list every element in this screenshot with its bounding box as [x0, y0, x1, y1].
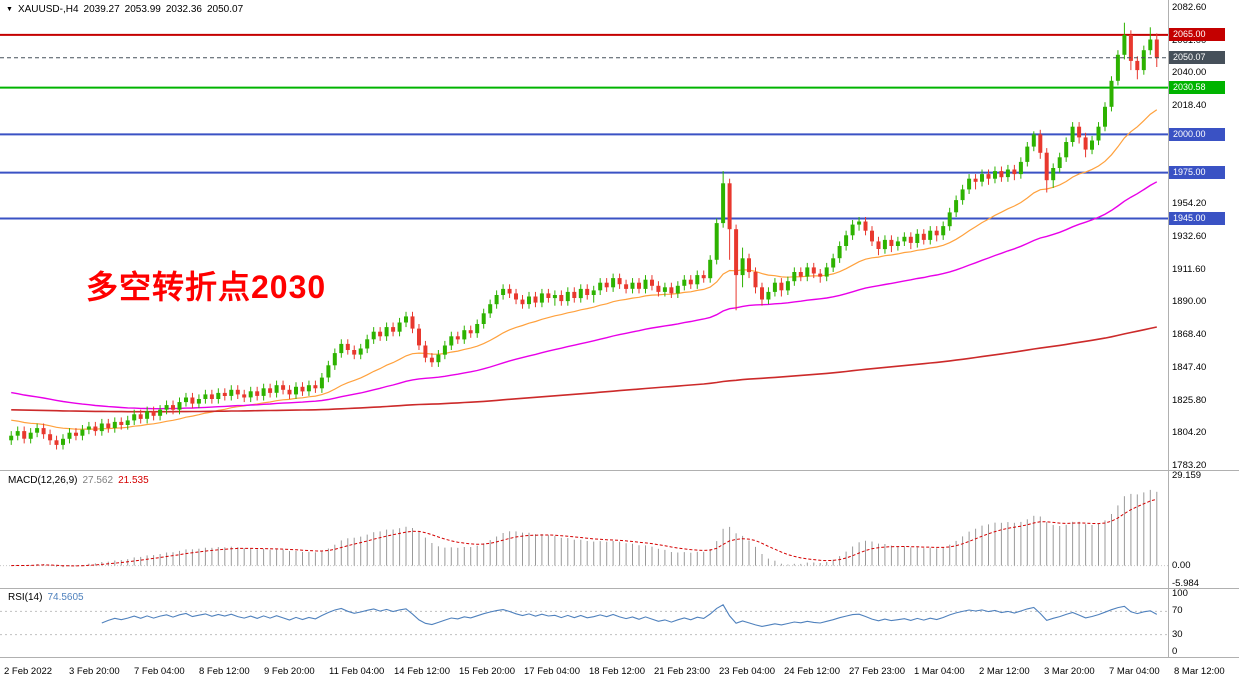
- macd-value-signal: 21.535: [118, 475, 149, 486]
- macd-value-main: 27.562: [82, 475, 114, 486]
- macd-indicator-label: MACD(12,26,9) 27.562 21.535: [8, 475, 149, 486]
- symbol-dropdown-icon[interactable]: ▼: [6, 5, 13, 13]
- ohlc-open-value: 2039.27: [83, 4, 120, 15]
- ohlc-low-value: 2032.36: [165, 4, 202, 15]
- macd-panel-layer: [0, 489, 1168, 568]
- price-level-badge[interactable]: 2000.00: [1169, 127, 1225, 141]
- moving-average-lines: [11, 109, 1158, 430]
- rsi-name: RSI(14): [8, 592, 43, 603]
- candles-layer: [9, 22, 1159, 450]
- ohlc-close-value: 2050.07: [206, 4, 244, 15]
- price-level-badge[interactable]: 2030.58: [1169, 81, 1225, 95]
- macd-name: MACD(12,26,9): [8, 475, 78, 486]
- price-level-badge[interactable]: 1975.00: [1169, 166, 1225, 180]
- rsi-panel-layer: [0, 604, 1168, 636]
- panel-separators: [0, 0, 1239, 658]
- rsi-value: 74.5605: [47, 592, 84, 603]
- price-level-badge[interactable]: 1945.00: [1169, 211, 1225, 225]
- symbol-info-bar: ▼ XAUUSD-,H4 2039.27 2053.99 2032.36 205…: [6, 4, 243, 15]
- price-level-badge[interactable]: 2050.07: [1169, 51, 1225, 65]
- rsi-indicator-label: RSI(14) 74.5605: [8, 592, 84, 603]
- annotation-text: 多空转折点2030: [86, 269, 327, 305]
- symbol-timeframe-label: XAUUSD-,H4: [17, 4, 79, 15]
- price-level-badge[interactable]: 2065.00: [1169, 28, 1225, 42]
- horizontal-level-lines[interactable]: [0, 33, 1168, 220]
- ohlc-high-value: 2053.99: [124, 4, 161, 15]
